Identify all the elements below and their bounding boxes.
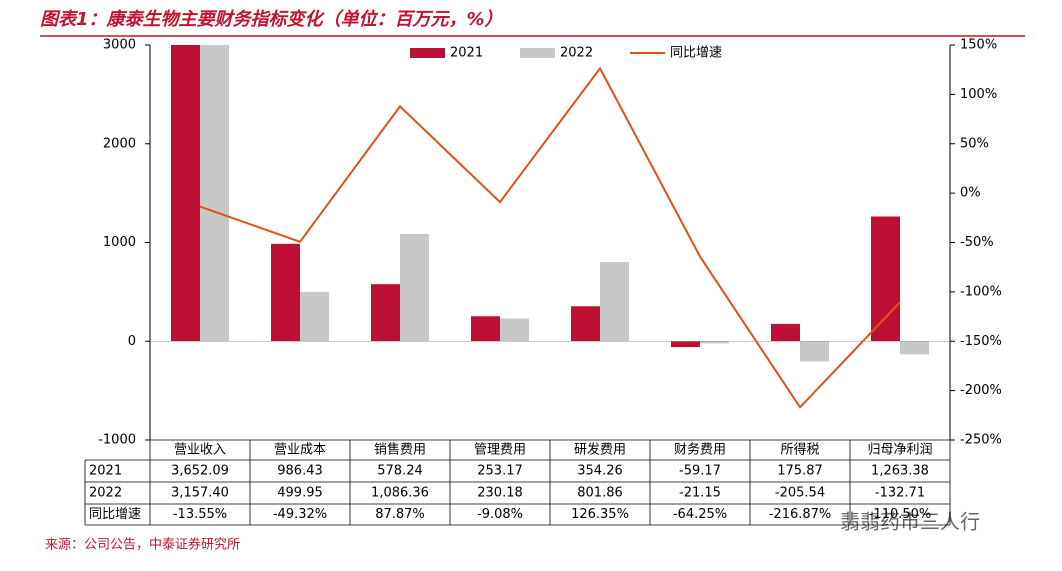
bar [500, 318, 529, 342]
bar [300, 291, 329, 342]
table-cell: 1,263.38 [871, 464, 929, 479]
y-tick-label: -1000 [98, 433, 136, 448]
table-row-header: 同比增速 [89, 507, 141, 522]
y2-tick-label: -250% [960, 433, 1002, 448]
y2-tick-label: -150% [960, 334, 1002, 349]
x-tick-label: 所得税 [780, 442, 819, 458]
table-cell: 3,652.09 [171, 464, 229, 479]
table-cell: 354.26 [577, 464, 623, 479]
bar [771, 323, 800, 342]
x-tick-label: 财务费用 [674, 442, 726, 458]
bar [671, 341, 700, 348]
table-cell: 499.95 [277, 486, 323, 501]
table-cell: -216.87% [769, 507, 832, 522]
bar [471, 316, 500, 342]
table-cell: -49.32% [273, 507, 327, 522]
table-cell: 126.35% [571, 507, 629, 522]
table-cell: 87.87% [375, 507, 425, 522]
plot-area [171, 45, 929, 362]
growth-line [199, 66, 901, 409]
table-cell: 1,086.36 [371, 486, 429, 501]
x-tick-label: 管理费用 [474, 443, 526, 458]
x-tick-label: 营业收入 [174, 443, 226, 458]
table-cell: -64.25% [673, 507, 727, 522]
bar [200, 45, 229, 342]
table-cell: 801.86 [577, 486, 623, 501]
y2-tick-label: 50% [960, 136, 989, 151]
table-cell: -59.17 [679, 464, 721, 479]
bar [571, 306, 600, 342]
table-cell: 986.43 [277, 464, 323, 479]
legend-label: 2021 [450, 46, 483, 61]
table-row-header: 2021 [89, 464, 122, 479]
legend-label: 同比增速 [670, 46, 722, 61]
bar [371, 284, 400, 342]
legend-label: 2022 [560, 46, 593, 61]
chart-title: 图表1：康泰生物主要财务指标变化（单位：百万元，%） [40, 9, 503, 30]
table-cell: -205.54 [775, 486, 825, 501]
y2-tick-label: -100% [960, 284, 1002, 299]
table-cell: -132.71 [875, 486, 925, 501]
bar [600, 262, 629, 342]
table-cell: 3,157.40 [171, 486, 229, 501]
table-cell: -9.08% [477, 507, 523, 522]
y-tick-label: 0 [128, 334, 136, 349]
x-tick-label: 研发费用 [574, 442, 626, 458]
bar [871, 216, 900, 342]
watermark: 翡翡药市三人行 [840, 510, 980, 534]
y2-tick-label: 150% [960, 38, 997, 53]
table-cell: 578.24 [377, 464, 423, 479]
bar [800, 341, 829, 362]
table-row-header: 2022 [89, 486, 122, 501]
x-tick-label: 销售费用 [374, 442, 426, 458]
bar [271, 243, 300, 342]
table-cell: 230.18 [477, 486, 523, 501]
table-cell: 253.17 [477, 464, 523, 479]
x-tick-label: 营业成本 [274, 443, 326, 458]
table-cell: 175.87 [777, 464, 823, 479]
y2-tick-label: -50% [960, 235, 994, 250]
x-tick-label: 归母净利润 [867, 443, 932, 458]
legend-swatch [410, 48, 445, 58]
table-cell: -13.55% [173, 507, 227, 522]
source: 来源：公司公告，中泰证券研究所 [45, 537, 240, 553]
bar [400, 233, 429, 342]
bar [171, 45, 200, 342]
legend-swatch [520, 48, 555, 58]
y2-tick-label: -200% [960, 383, 1002, 398]
bar [700, 341, 729, 344]
y2-tick-label: 100% [960, 87, 997, 102]
y-tick-label: 1000 [103, 235, 136, 250]
y2-tick-label: 0% [960, 186, 981, 201]
y-tick-label: 2000 [103, 136, 136, 151]
bar [900, 341, 929, 355]
table-cell: -110.50% [869, 507, 932, 522]
table-cell: -21.15 [679, 486, 721, 501]
y-tick-label: 3000 [103, 38, 136, 53]
